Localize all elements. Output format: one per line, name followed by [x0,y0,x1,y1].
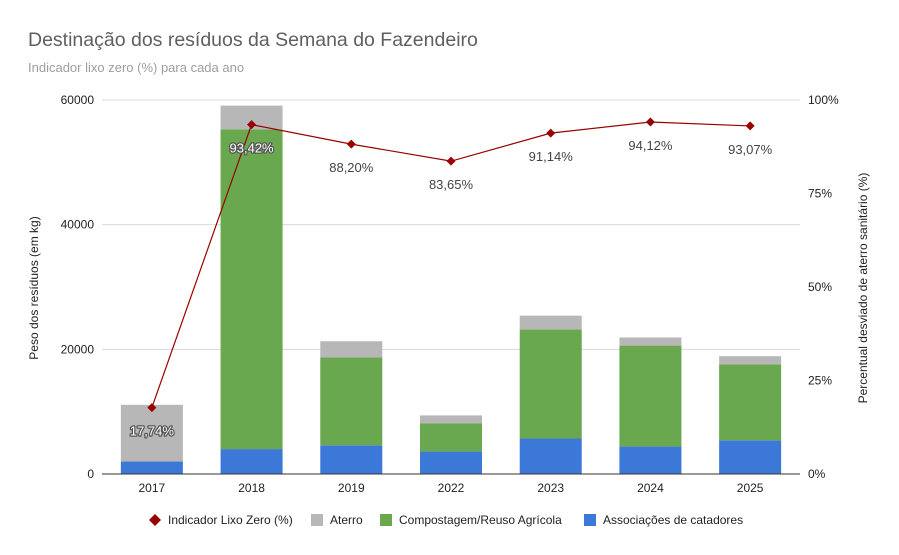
legend-item: Associações de catadores [584,513,743,527]
indicator-point [745,121,755,131]
legend: Indicador Lixo Zero (%) Aterro Compostagem… [149,513,743,527]
y-tick-label: 40000 [61,218,95,232]
x-tick-label: 2017 [139,481,166,495]
y2-tick-label: 100% [808,93,839,107]
y2-tick-label: 0% [808,467,826,481]
bar-segment [220,105,283,130]
y2-axis-title: Percentual desviado de aterro sanitário … [856,173,870,404]
chart-subtitle: Indicador lixo zero (%) para cada ano [28,60,245,75]
indicator-data-label: 17,74% [130,424,175,439]
indicator-point [346,139,356,149]
x-tick-label: 2022 [438,481,465,495]
bar-segment [719,440,782,474]
legend-item: Aterro [311,513,363,527]
y-tick-label: 20000 [61,342,95,356]
legend-item: Indicador Lixo Zero (%) [149,513,293,527]
bar-segment [420,423,482,452]
x-tick-label: 2019 [338,481,365,495]
indicator-point [446,156,456,166]
legend-label: Indicador Lixo Zero (%) [168,513,293,527]
indicator-data-label: 94,12% [628,138,673,153]
y2-tick-label: 75% [808,187,832,201]
legend-marker [311,514,323,526]
indicator-data-label: 93,07% [728,142,773,157]
indicator-point [546,128,556,138]
indicator-point [247,120,257,130]
bar-segment [619,345,682,447]
legend-marker [584,514,596,526]
bar-segment [519,315,582,330]
legend-label: Aterro [330,513,363,527]
bar-segment [719,364,782,441]
x-tick-label: 2018 [238,481,265,495]
bar-segment [220,129,283,450]
bar-segment [320,445,383,474]
indicator-data-label: 93,42% [230,141,275,156]
bar-segment [619,446,682,474]
legend-label: Associações de catadores [603,513,743,527]
bar-segment [120,404,183,462]
bar-segment [420,451,482,474]
bar-segment [320,341,383,358]
bar-segment [719,356,782,365]
gridlines [102,99,800,350]
bar-segment [619,337,682,346]
legend-label: Compostagem/Reuso Agrícola [399,513,562,527]
indicator-data-label: 88,20% [329,160,374,175]
axes: 0 20000 40000 60000 0% 25% 50% 75% 100% 2017 2018 2… [61,93,839,495]
bar-segment [120,461,183,474]
y-tick-label: 60000 [61,93,95,107]
indicator-data-label: 91,14% [529,149,574,164]
indicator-line [147,117,755,413]
bars [120,105,782,474]
legend-marker [149,514,161,526]
x-tick-label: 2024 [637,481,664,495]
bar-segment [519,438,582,474]
data-labels: 17,74% 93,42% 88,20% 83,65% 91,14% 94,12% 93,0… [129,138,773,440]
bar-segment [420,415,482,424]
legend-marker [380,514,392,526]
indicator-point [645,117,655,127]
x-tick-label: 2025 [737,481,764,495]
bar-segment [320,357,383,446]
x-tick-label: 2023 [537,481,564,495]
chart-title: Destinação dos resíduos da Semana do Faz… [28,29,478,51]
y2-tick-label: 25% [808,374,832,388]
y2-tick-label: 50% [808,280,832,294]
indicator-point [147,403,157,413]
bar-segment [519,329,582,439]
indicator-data-label: 83,65% [429,177,474,192]
y-tick-label: 0 [87,467,94,481]
legend-item: Compostagem/Reuso Agrícola [380,513,562,527]
y-axis-title: Peso dos resíduos (em kg) [27,216,41,359]
bar-segment [220,449,283,474]
